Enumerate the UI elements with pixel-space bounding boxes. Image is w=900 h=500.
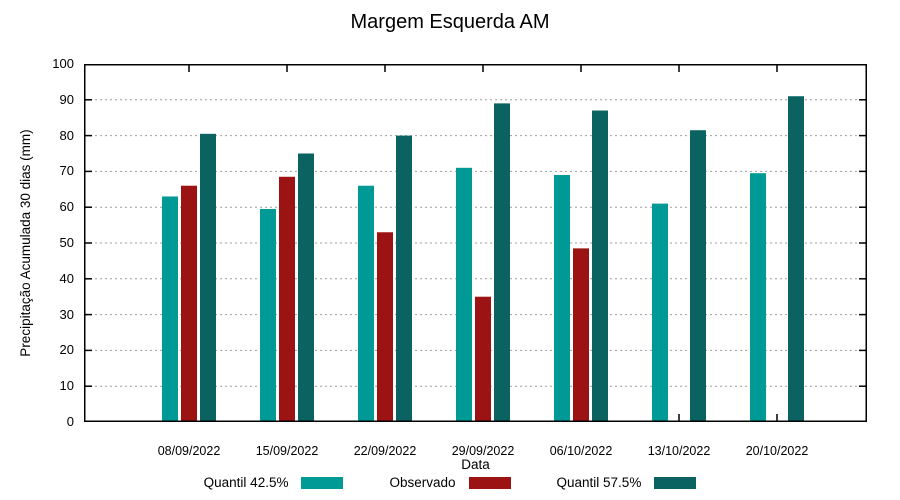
legend-item-quantil-57-5: Quantil 57.5% [557,475,697,490]
bar [788,96,804,422]
legend-swatch-quantil-42-5 [301,476,344,489]
legend-swatch-quantil-57-5 [654,476,697,489]
bar [494,103,510,422]
plot-area [84,64,867,422]
bar [279,176,295,422]
legend-item-quantil-42-5: Quantil 42.5% [204,475,344,490]
x-tick-label: 22/09/2022 [353,444,417,458]
legend-label-quantil-42-5: Quantil 42.5% [203,475,289,490]
bar [690,130,706,422]
bar [396,135,412,422]
bar [592,110,608,422]
y-tick-label: 40 [59,270,74,286]
bar [554,174,570,422]
bar [358,185,374,422]
y-tick-label: 60 [59,199,74,215]
bar [377,232,393,422]
y-tick-label: 30 [59,306,74,322]
y-tick-label: 0 [66,414,74,429]
bar [260,208,276,422]
bar [298,153,314,422]
legend-label-observado: Observado [389,475,456,490]
y-tick-label: 50 [59,235,74,250]
x-tick-label: 20/10/2022 [745,444,809,458]
plot-border [84,64,867,422]
legend-swatch-observado [468,476,511,489]
y-tick-label: 20 [59,342,74,358]
y-tick-label: 90 [59,91,74,107]
chart-title: Margem Esquerda AM [350,11,550,33]
x-tick-label: 13/10/2022 [647,444,711,458]
x-axis-label: Data [461,457,490,472]
legend-label-quantil-57-5: Quantil 57.5% [556,475,642,490]
x-tick-label: 06/10/2022 [549,444,613,458]
bar [475,296,491,422]
x-tick-label: 15/09/2022 [255,444,319,458]
x-tick-label: 08/09/2022 [157,444,221,458]
y-tick-label: 10 [59,378,74,394]
x-tick-label: 29/09/2022 [451,444,515,458]
bar [162,196,178,422]
bar [181,185,197,422]
bar [200,133,216,422]
legend: Quantil 42.5% Observado Quantil 57.5% [0,475,900,490]
y-tick-label: 100 [52,56,74,71]
y-tick-label: 70 [59,163,74,179]
y-tick-label: 80 [59,127,74,143]
bar [573,248,589,422]
bar [652,203,668,422]
bar [456,167,472,422]
bar [750,173,766,422]
legend-item-observado: Observado [389,475,511,490]
